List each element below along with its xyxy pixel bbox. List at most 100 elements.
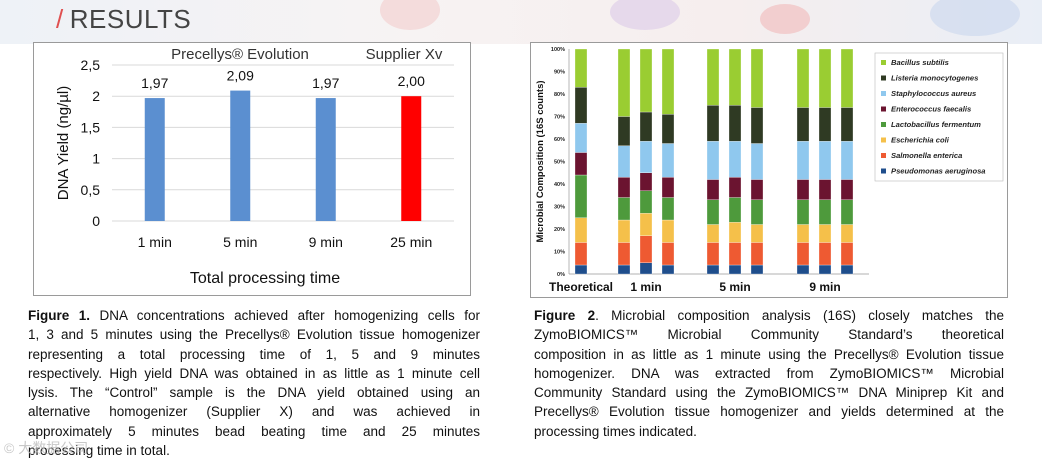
stacked-segment xyxy=(574,264,588,275)
y-tick-label: 2 xyxy=(92,88,100,104)
caption-figure-label: Figure 2 xyxy=(534,308,596,323)
stacked-segment xyxy=(750,242,764,266)
caption-line: 1, 3 and 5 minutes using the Precellys® … xyxy=(28,325,480,344)
stacked-segment xyxy=(706,48,720,106)
stacked-segment xyxy=(639,190,653,214)
stacked-segment xyxy=(639,141,653,173)
y-tick-label: 50% xyxy=(554,160,565,166)
stacked-segment xyxy=(750,48,764,108)
stacked-segment xyxy=(617,116,631,146)
stacked-segment xyxy=(574,152,588,176)
stacked-segment xyxy=(728,105,742,142)
legend-label: Escherichia coli xyxy=(891,136,950,145)
stacked-segment xyxy=(574,174,588,218)
stacked-segment xyxy=(574,217,588,243)
stacked-segment xyxy=(706,224,720,243)
stacked-segment xyxy=(840,224,854,243)
stacked-segment xyxy=(818,107,832,142)
stacked-segment xyxy=(840,264,854,275)
y-tick-label: 10% xyxy=(554,250,565,256)
y-tick-label: 20% xyxy=(554,227,565,233)
y-tick-label: 2,5 xyxy=(81,57,101,73)
caption-text: composition in as little as 1 minute usi… xyxy=(534,346,1004,362)
x-tick-label: 1 min xyxy=(138,234,172,250)
legend-swatch xyxy=(881,75,886,81)
stacked-segment xyxy=(728,222,742,243)
caption-line: approximately 5 minutes bead beating tim… xyxy=(28,422,480,441)
x-tick-label: 1 min xyxy=(630,280,661,294)
figure2-caption: Figure 2. Microbial composition analysis… xyxy=(534,306,1004,441)
x-tick-label: 9 min xyxy=(309,234,343,250)
stacked-segment xyxy=(840,107,854,142)
stacked-segment xyxy=(617,242,631,266)
y-tick-label: 0% xyxy=(557,272,565,278)
stacked-segment xyxy=(639,213,653,236)
stacked-segment xyxy=(840,48,854,108)
stacked-segment xyxy=(706,105,720,142)
stacked-segment xyxy=(796,264,810,275)
caption-text: alternative homogenizer (Supplier X) and… xyxy=(28,404,480,420)
legend-swatch xyxy=(881,122,886,127)
stacked-segment xyxy=(818,242,832,266)
stacked-segment xyxy=(574,87,588,124)
stacked-segment xyxy=(639,262,653,275)
stacked-segment xyxy=(840,141,854,180)
stacked-segment xyxy=(796,242,810,266)
group-label-precellys: Precellys® Evolution xyxy=(171,46,309,63)
legend-swatch xyxy=(881,106,886,112)
stacked-segment xyxy=(661,197,675,221)
caption-line: Figure 2. Microbial composition analysis… xyxy=(534,306,1004,325)
stacked-segment xyxy=(796,179,810,200)
caption-text: ZymoBIOMICS™ Microbial Community Standar… xyxy=(534,327,1004,343)
y-tick-label: 70% xyxy=(554,115,565,121)
stacked-segment xyxy=(728,177,742,198)
data-label: 2,00 xyxy=(398,73,425,89)
stacked-segment xyxy=(750,264,764,275)
caption-line: processing times indicated. xyxy=(534,422,1004,441)
x-tick-label: 25 min xyxy=(390,234,432,250)
y-tick-label: 0,5 xyxy=(81,182,101,198)
stacked-segment xyxy=(574,48,588,88)
y-tick-label: 60% xyxy=(554,137,565,143)
legend-swatch xyxy=(881,91,886,96)
stacked-segment xyxy=(728,197,742,223)
legend-box xyxy=(874,52,1004,182)
dna-yield-chart: 0 0,5 1 1,5 2 2,5 1,97 1 min 2,09 5 min 1,97 9 min 2… xyxy=(55,46,454,287)
x-tick-label: Theoretical xyxy=(549,280,613,294)
y-tick-label: 1,5 xyxy=(81,119,101,135)
y-tick-label: 1 xyxy=(92,151,100,167)
stacked-segment xyxy=(750,179,764,200)
caption-text: . Microbial composition analysis (16S) c… xyxy=(595,308,1005,323)
legend-swatch xyxy=(881,60,886,65)
figure1-chart: 0 0,5 1 1,5 2 2,5 1,97 1 min 2,09 5 min 1,97 9 min 2… xyxy=(33,42,471,296)
stacked-segment xyxy=(661,242,675,266)
x-tick-label: 5 min xyxy=(719,280,750,294)
watermark: © 大数据公司 xyxy=(4,440,89,456)
data-label: 1,97 xyxy=(141,75,168,91)
bar xyxy=(230,90,251,221)
stacked-segment xyxy=(661,264,675,275)
stacked-segment xyxy=(840,242,854,266)
y-tick-label: 80% xyxy=(554,92,565,98)
stacked-segment xyxy=(750,224,764,243)
caption-text: processing time in total. xyxy=(28,443,170,459)
header-banner xyxy=(0,0,1042,44)
caption-text: homogenizer. DNA was extracted from Zymo… xyxy=(534,365,1004,381)
stacked-segment xyxy=(661,143,675,178)
legend-label: Pseudomonas aeruginosa xyxy=(891,167,986,176)
stacked-segment xyxy=(617,177,631,198)
stacked-segment xyxy=(661,177,675,198)
legend-label: Salmonella enterica xyxy=(891,151,962,160)
stacked-segment xyxy=(818,179,832,200)
y-tick-label: 100% xyxy=(551,47,565,53)
stacked-segment xyxy=(796,107,810,142)
stacked-segment xyxy=(706,141,720,180)
caption-line: Precellys® Evolution tissue homogenizer … xyxy=(534,402,1004,421)
stacked-segment xyxy=(661,48,675,115)
x-tick-label: 5 min xyxy=(223,234,257,250)
stacked-segment xyxy=(617,145,631,178)
stacked-segment xyxy=(818,264,832,275)
stacked-segment xyxy=(639,48,653,113)
data-label: 2,09 xyxy=(227,68,254,84)
title-text: RESULTS xyxy=(69,4,192,34)
